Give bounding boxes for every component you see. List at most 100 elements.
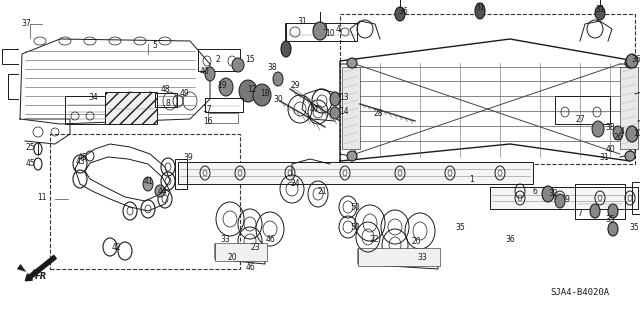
Text: 26: 26 bbox=[613, 132, 623, 142]
Ellipse shape bbox=[395, 7, 405, 21]
Text: 15: 15 bbox=[245, 55, 255, 63]
Ellipse shape bbox=[313, 22, 327, 40]
Text: 37: 37 bbox=[21, 19, 31, 28]
Bar bbox=[155, 93, 177, 107]
Text: 33: 33 bbox=[220, 234, 230, 243]
Ellipse shape bbox=[608, 204, 618, 218]
Text: 14: 14 bbox=[339, 107, 349, 115]
Text: ►: ► bbox=[14, 261, 29, 277]
Text: 29: 29 bbox=[290, 80, 300, 90]
Ellipse shape bbox=[595, 6, 605, 20]
Bar bbox=[285, 23, 357, 41]
Text: 45: 45 bbox=[77, 152, 87, 161]
Text: 33: 33 bbox=[417, 253, 427, 262]
Text: 43: 43 bbox=[75, 157, 85, 166]
Ellipse shape bbox=[143, 177, 153, 191]
Text: 4: 4 bbox=[620, 127, 625, 136]
Text: 40: 40 bbox=[605, 145, 615, 153]
Text: 31: 31 bbox=[595, 4, 605, 13]
Ellipse shape bbox=[347, 58, 357, 68]
Text: 35: 35 bbox=[629, 222, 639, 232]
Text: 18: 18 bbox=[260, 88, 269, 98]
Text: 23: 23 bbox=[250, 242, 260, 251]
Ellipse shape bbox=[590, 204, 600, 218]
Bar bbox=[178, 162, 533, 184]
Text: 48: 48 bbox=[160, 85, 170, 93]
Text: 42: 42 bbox=[111, 242, 121, 251]
Ellipse shape bbox=[347, 151, 357, 161]
Bar bbox=[555, 96, 610, 124]
Bar bbox=[198, 49, 240, 71]
Text: 32: 32 bbox=[548, 189, 558, 197]
Text: 36: 36 bbox=[631, 55, 640, 63]
Text: 10: 10 bbox=[633, 130, 640, 138]
Text: 34: 34 bbox=[88, 93, 98, 101]
Text: 6: 6 bbox=[532, 187, 538, 196]
Ellipse shape bbox=[219, 78, 233, 96]
Ellipse shape bbox=[625, 151, 635, 161]
Text: 13: 13 bbox=[339, 93, 349, 101]
Ellipse shape bbox=[608, 222, 618, 236]
Text: 22: 22 bbox=[369, 234, 379, 243]
Ellipse shape bbox=[613, 126, 623, 140]
Ellipse shape bbox=[330, 92, 340, 106]
Text: 21: 21 bbox=[317, 188, 327, 197]
Bar bbox=[575, 184, 625, 219]
Ellipse shape bbox=[542, 186, 554, 202]
Text: SJA4-B4020A: SJA4-B4020A bbox=[550, 288, 609, 297]
Text: 41: 41 bbox=[143, 176, 153, 186]
Text: 46: 46 bbox=[265, 234, 275, 243]
Bar bbox=[208, 113, 238, 123]
Text: FR: FR bbox=[35, 272, 47, 281]
Text: 40: 40 bbox=[200, 68, 210, 77]
Text: 25: 25 bbox=[25, 143, 35, 152]
Text: 47: 47 bbox=[310, 105, 320, 114]
Text: 36: 36 bbox=[505, 234, 515, 243]
Text: 50: 50 bbox=[350, 222, 360, 232]
Text: 31: 31 bbox=[475, 3, 485, 11]
Ellipse shape bbox=[273, 72, 283, 86]
Text: 10: 10 bbox=[325, 29, 335, 39]
Text: 46: 46 bbox=[245, 263, 255, 271]
Text: 7: 7 bbox=[577, 210, 582, 219]
Ellipse shape bbox=[205, 67, 215, 81]
Text: 5: 5 bbox=[152, 41, 157, 50]
Text: 49: 49 bbox=[180, 90, 190, 99]
Text: 11: 11 bbox=[37, 192, 47, 202]
Text: 16: 16 bbox=[203, 117, 213, 127]
Text: 45: 45 bbox=[25, 160, 35, 168]
Ellipse shape bbox=[625, 58, 635, 68]
Ellipse shape bbox=[281, 41, 291, 57]
Bar bbox=[620, 67, 638, 149]
Bar bbox=[490, 187, 638, 209]
Text: 39: 39 bbox=[183, 152, 193, 161]
Bar bbox=[632, 182, 640, 214]
Text: 36: 36 bbox=[398, 6, 408, 16]
Text: 27: 27 bbox=[575, 115, 585, 123]
Text: 31: 31 bbox=[599, 152, 609, 161]
Text: 8: 8 bbox=[166, 100, 170, 108]
Text: 50: 50 bbox=[350, 203, 360, 211]
Bar bbox=[340, 14, 635, 164]
Text: 17: 17 bbox=[202, 105, 212, 114]
Ellipse shape bbox=[232, 58, 244, 72]
Text: 1: 1 bbox=[470, 174, 474, 183]
Ellipse shape bbox=[626, 54, 638, 68]
Text: 20: 20 bbox=[227, 253, 237, 262]
Text: 31: 31 bbox=[297, 17, 307, 26]
Ellipse shape bbox=[155, 185, 165, 197]
Text: 12: 12 bbox=[247, 85, 257, 93]
Text: 20: 20 bbox=[411, 236, 421, 246]
Ellipse shape bbox=[592, 121, 604, 137]
Bar bbox=[215, 243, 267, 261]
Ellipse shape bbox=[239, 80, 257, 102]
Ellipse shape bbox=[555, 194, 565, 208]
Bar bbox=[342, 67, 360, 149]
Ellipse shape bbox=[330, 107, 340, 119]
Bar bbox=[358, 248, 440, 266]
Bar bbox=[175, 159, 187, 189]
Text: 2: 2 bbox=[216, 56, 220, 64]
Bar bbox=[50, 134, 240, 269]
Text: 35: 35 bbox=[605, 214, 615, 224]
Text: 3: 3 bbox=[323, 23, 328, 32]
